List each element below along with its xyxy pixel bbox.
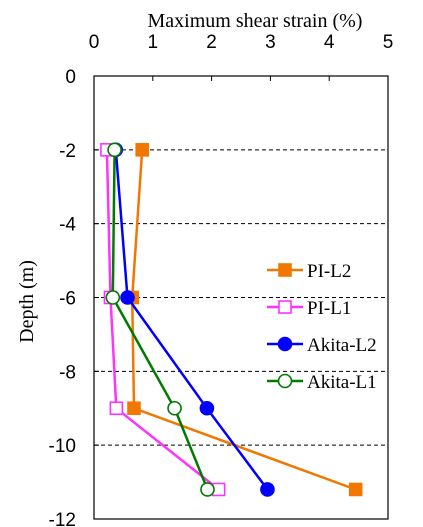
legend-marker xyxy=(277,336,293,352)
y-tick-label: -12 xyxy=(49,510,76,527)
data-point-akita-l1 xyxy=(167,400,182,416)
x-tick-label: 0 xyxy=(89,32,100,53)
data-point-akita-l2 xyxy=(260,482,275,497)
legend-label: PI-L2 xyxy=(307,261,351,282)
legend-marker xyxy=(278,263,292,277)
data-point-pi-l1 xyxy=(109,401,124,416)
series-akita-l1 xyxy=(105,142,215,497)
series-akita-l2 xyxy=(108,142,275,497)
legend-item-akita-l1: Akita-L1 xyxy=(267,372,377,393)
series-line-akita-l2 xyxy=(114,149,269,491)
y-tick-label: -8 xyxy=(59,362,76,383)
y-tick-label: -4 xyxy=(59,215,76,236)
legend-item-pi-l2: PI-L2 xyxy=(267,261,351,282)
x-tick-label: 5 xyxy=(383,32,394,53)
legend-item-pi-l1: PI-L1 xyxy=(267,298,351,319)
data-point-akita-l2 xyxy=(120,290,135,305)
x-tick-label: 1 xyxy=(148,32,159,53)
series-layer xyxy=(100,142,363,497)
legend-marker xyxy=(278,300,292,314)
y-axis-ticks: 0 -2 -4 -6 -8 -10 -12 xyxy=(49,67,99,527)
data-point-pi-l2 xyxy=(348,482,363,497)
x-axis-label: Maximum shear strain (%) xyxy=(148,10,363,32)
y-tick-label: -6 xyxy=(59,289,76,310)
data-point-akita-l1 xyxy=(107,142,122,158)
legend-label: PI-L1 xyxy=(307,298,351,319)
series-line-pi-l1 xyxy=(105,149,220,491)
data-point-pi-l2 xyxy=(135,143,150,157)
y-tick-label: -10 xyxy=(49,436,76,457)
x-axis-ticks: 0 1 2 3 4 5 xyxy=(89,32,394,81)
legend-label: Akita-L1 xyxy=(307,372,377,393)
x-tick-label: 4 xyxy=(324,32,335,53)
y-tick-label: -2 xyxy=(59,141,76,162)
data-point-akita-l2 xyxy=(199,400,215,416)
series-line-akita-l1 xyxy=(111,149,209,490)
x-tick-label: 3 xyxy=(265,32,276,53)
legend-item-akita-l2: Akita-L2 xyxy=(267,335,377,356)
gridlines xyxy=(94,149,388,446)
data-point-akita-l1 xyxy=(105,290,121,305)
series-line-pi-l2 xyxy=(130,149,357,491)
data-point-akita-l1 xyxy=(200,482,215,497)
y-axis-label: Depth (m) xyxy=(16,260,38,343)
y-tick-label: 0 xyxy=(65,67,76,88)
data-point-pi-l2 xyxy=(127,401,141,416)
legend: PI-L2 PI-L1 Akita-L2 Akita-L1 xyxy=(267,261,377,393)
legend-label: Akita-L2 xyxy=(307,335,377,356)
legend-marker xyxy=(277,373,293,389)
x-tick-label: 2 xyxy=(206,32,217,53)
